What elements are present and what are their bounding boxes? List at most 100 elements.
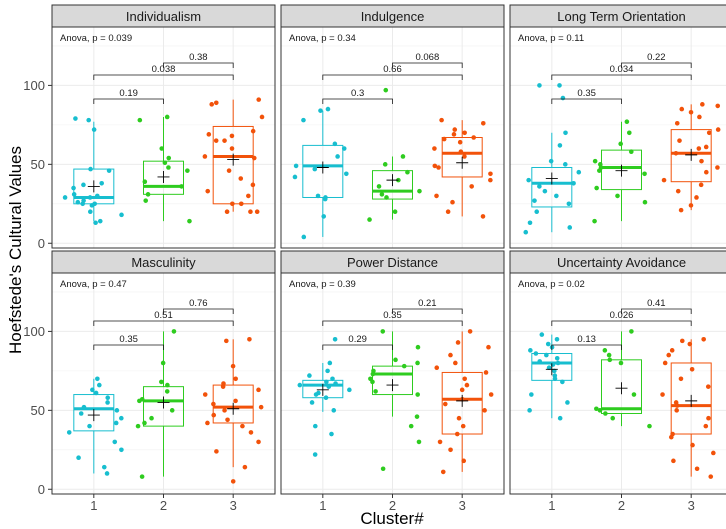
data-point — [206, 132, 212, 137]
data-point — [458, 149, 464, 155]
data-point — [455, 340, 461, 345]
data-point — [642, 171, 647, 177]
comparison-bracket: 0.068 — [392, 52, 463, 68]
data-point — [602, 348, 608, 353]
data-point — [690, 442, 695, 448]
data-point — [159, 379, 164, 385]
data-point — [205, 420, 210, 426]
mean-marker — [615, 164, 628, 177]
data-point — [233, 398, 238, 404]
data-point — [66, 430, 72, 435]
data-point — [560, 95, 566, 101]
data-point — [694, 466, 700, 472]
data-point — [250, 128, 256, 134]
box-group-cluster-1 — [527, 332, 573, 421]
data-point — [330, 376, 335, 382]
data-point — [164, 114, 170, 120]
box — [302, 144, 344, 198]
box — [73, 394, 115, 432]
data-point — [557, 415, 563, 421]
anova-label: Anova, p = 0.34 — [289, 33, 356, 44]
plot-background — [510, 273, 726, 494]
data-point — [576, 169, 582, 175]
data-point — [376, 184, 382, 189]
data-point — [677, 138, 682, 143]
data-point — [486, 344, 491, 350]
box-group-cluster-2 — [135, 329, 184, 479]
data-point — [715, 127, 721, 132]
data-point — [706, 130, 712, 136]
data-point — [233, 376, 238, 382]
data-point — [626, 130, 632, 136]
data-point — [71, 185, 76, 191]
data-point — [629, 329, 634, 334]
box-group-cluster-2 — [137, 114, 192, 224]
data-point — [414, 414, 420, 419]
data-point — [370, 371, 376, 377]
box — [302, 379, 344, 399]
facet-title: Indulgence — [361, 9, 425, 24]
box-group-cluster-3 — [434, 329, 494, 475]
data-point — [297, 382, 303, 388]
y-tick-label: 50 — [31, 403, 45, 418]
box-group-cluster-3 — [202, 337, 264, 484]
data-point — [567, 225, 573, 230]
data-point — [607, 357, 613, 363]
data-point — [91, 127, 97, 132]
data-point — [563, 130, 568, 136]
data-point — [169, 408, 175, 413]
data-point — [669, 348, 675, 353]
box — [143, 386, 184, 427]
data-point — [471, 135, 476, 140]
mean-marker — [316, 383, 329, 396]
data-point — [333, 381, 338, 386]
bracket-line — [551, 320, 692, 326]
facet-title: Uncertainty Avoidance — [557, 255, 686, 270]
data-point — [373, 389, 378, 394]
data-point — [708, 474, 714, 479]
comparison-p-value: 0.19 — [119, 88, 138, 99]
data-point — [539, 332, 545, 337]
data-point — [75, 199, 81, 205]
data-point — [312, 452, 318, 457]
data-point — [382, 162, 388, 167]
data-point — [335, 154, 340, 159]
data-point — [488, 171, 493, 177]
data-point — [332, 337, 338, 342]
x-tick-label: 2 — [618, 498, 625, 513]
comparison-bracket: 0.51 — [93, 310, 234, 326]
data-point — [256, 97, 262, 102]
comparison-bracket: 0.038 — [93, 64, 234, 80]
comparison-bracket: 0.21 — [392, 298, 463, 314]
comparison-bracket: 0.026 — [551, 310, 692, 326]
data-point — [321, 214, 327, 219]
data-point — [523, 229, 529, 235]
data-point — [529, 392, 534, 397]
data-point — [93, 220, 98, 226]
data-point — [706, 415, 711, 421]
facet-title: Long Term Orientation — [557, 9, 685, 24]
data-point — [554, 337, 560, 342]
data-point — [331, 408, 337, 413]
data-point — [415, 360, 420, 366]
box-group-cluster-1 — [62, 116, 124, 226]
bracket-line — [551, 74, 692, 80]
data-point — [462, 154, 467, 159]
data-point — [554, 355, 560, 361]
comparison-bracket: 0.76 — [163, 298, 234, 314]
data-point — [254, 209, 260, 214]
data-point — [462, 130, 467, 136]
mean-marker — [456, 394, 469, 407]
data-point — [542, 188, 548, 194]
bracket-line — [621, 62, 692, 68]
data-point — [332, 141, 338, 147]
data-point — [106, 168, 112, 173]
data-point — [97, 218, 103, 224]
data-point — [488, 177, 493, 183]
data-point — [229, 146, 235, 151]
data-point — [78, 411, 84, 416]
data-point — [99, 180, 104, 186]
box — [601, 359, 642, 414]
y-axis-title: Hoefstede's Cultural Values — [6, 146, 25, 354]
mean-marker — [386, 379, 399, 392]
